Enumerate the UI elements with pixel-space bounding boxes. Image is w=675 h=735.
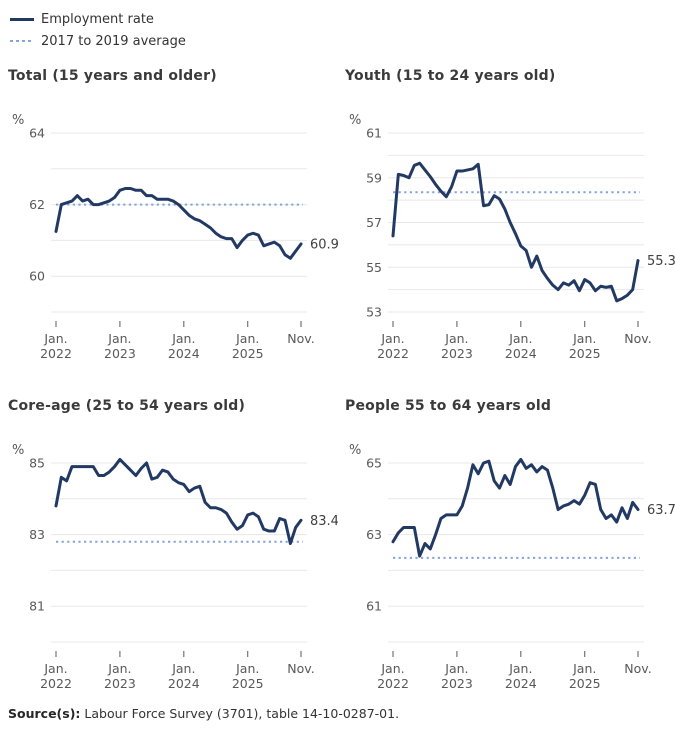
svg-text:64: 64 xyxy=(29,126,45,141)
svg-text:55: 55 xyxy=(366,260,382,275)
svg-text:Jan.: Jan. xyxy=(508,661,532,676)
svg-text:2024: 2024 xyxy=(168,346,200,361)
legend-label: Employment rate xyxy=(41,11,154,27)
svg-text:Nov.: Nov. xyxy=(287,661,314,676)
svg-text:2023: 2023 xyxy=(104,346,136,361)
legend-label: 2017 to 2019 average xyxy=(41,33,186,49)
y-axis-labels: 65 63 61 xyxy=(366,456,382,614)
y-axis-unit-label: % xyxy=(349,113,361,128)
svg-text:Jan.: Jan. xyxy=(235,331,259,346)
svg-text:Jan.: Jan. xyxy=(235,661,259,676)
svg-text:2022: 2022 xyxy=(377,676,409,691)
svg-text:Jan.: Jan. xyxy=(508,331,532,346)
chart-youth-employment-rate: %6159575553Jan.2022Jan.2023Jan.2024Jan.2… xyxy=(349,113,675,361)
panel-title-total: Total (15 years and older) xyxy=(8,68,217,84)
svg-text:59: 59 xyxy=(366,170,382,185)
svg-text:2023: 2023 xyxy=(441,676,473,691)
svg-text:2022: 2022 xyxy=(377,346,409,361)
gridlines xyxy=(51,132,307,313)
svg-text:65: 65 xyxy=(366,456,382,471)
legend-item-employment-rate: Employment rate xyxy=(10,8,186,30)
chart-core-age-employment-rate: %858381Jan.2022Jan.2023Jan.2024Jan.2025N… xyxy=(12,443,338,691)
y-axis-labels: 64 62 60 xyxy=(29,126,45,284)
source-text: Labour Force Survey (3701), table 14-10-… xyxy=(80,706,400,721)
legend-item-average: 2017 to 2019 average xyxy=(10,30,186,52)
svg-text:Jan.: Jan. xyxy=(107,661,131,676)
svg-text:63: 63 xyxy=(366,527,382,542)
latest-value-label: 55.3 xyxy=(647,254,675,269)
svg-text:2023: 2023 xyxy=(104,676,136,691)
svg-text:Jan.: Jan. xyxy=(444,331,468,346)
employment-rate-line-swatch xyxy=(10,17,34,21)
svg-text:53: 53 xyxy=(366,305,382,320)
svg-text:62: 62 xyxy=(29,197,45,212)
svg-text:2024: 2024 xyxy=(505,676,537,691)
svg-text:Jan.: Jan. xyxy=(171,331,195,346)
svg-text:61: 61 xyxy=(366,126,382,141)
panel-core-age: Core-age (25 to 54 years old) % 85 83 81 Jan… xyxy=(0,392,338,722)
y-axis-unit-label: % xyxy=(349,443,361,458)
gridlines xyxy=(51,462,307,643)
svg-text:Jan.: Jan. xyxy=(380,661,404,676)
svg-text:83: 83 xyxy=(29,527,45,542)
chart-55-64-employment-rate: %656361Jan.2022Jan.2023Jan.2024Jan.2025N… xyxy=(349,443,675,691)
latest-value-label: 63.7 xyxy=(647,503,675,518)
gridlines xyxy=(388,462,644,643)
panel-title-55-64: People 55 to 64 years old xyxy=(345,398,552,414)
svg-text:Nov.: Nov. xyxy=(287,331,314,346)
svg-text:85: 85 xyxy=(29,456,45,471)
svg-text:2024: 2024 xyxy=(505,346,537,361)
employment-rate-line xyxy=(391,457,640,558)
y-axis-labels: 85 83 81 xyxy=(29,456,45,614)
latest-value-label: 83.4 xyxy=(310,514,338,529)
y-axis-unit-label: % xyxy=(12,113,24,128)
svg-text:Jan.: Jan. xyxy=(43,661,67,676)
svg-text:Jan.: Jan. xyxy=(107,331,131,346)
svg-text:2025: 2025 xyxy=(232,346,264,361)
panel-total: Total (15 years and older) % 64 62 60 Jan. 20… xyxy=(0,62,338,392)
svg-text:2025: 2025 xyxy=(569,346,601,361)
average-line-swatch xyxy=(10,40,34,42)
svg-text:60: 60 xyxy=(29,269,45,284)
employment-rate-line xyxy=(54,457,303,546)
legend: Employment rate 2017 to 2019 average xyxy=(10,8,186,52)
svg-text:Nov.: Nov. xyxy=(624,331,651,346)
svg-text:Jan.: Jan. xyxy=(43,331,67,346)
employment-rate-line xyxy=(54,186,303,260)
svg-text:Jan.: Jan. xyxy=(572,661,596,676)
svg-text:2023: 2023 xyxy=(441,346,473,361)
svg-text:81: 81 xyxy=(29,599,45,614)
latest-value-label: 60.9 xyxy=(310,237,338,252)
gridlines xyxy=(388,132,644,313)
svg-text:57: 57 xyxy=(366,215,382,230)
y-axis-unit-label: % xyxy=(12,443,24,458)
panel-title-youth: Youth (15 to 24 years old) xyxy=(345,68,556,84)
svg-text:2022: 2022 xyxy=(40,676,72,691)
svg-text:2025: 2025 xyxy=(232,676,264,691)
panel-title-core-age: Core-age (25 to 54 years old) xyxy=(8,398,246,414)
svg-text:2025: 2025 xyxy=(569,676,601,691)
svg-text:Nov.: Nov. xyxy=(624,661,651,676)
svg-text:Jan.: Jan. xyxy=(572,331,596,346)
y-axis-labels: 61 59 57 55 53 xyxy=(366,126,382,320)
panel-youth: Youth (15 to 24 years old) % 61 59 57 55 53 Ja… xyxy=(337,62,675,392)
svg-text:2022: 2022 xyxy=(40,346,72,361)
source-prefix: Source(s): xyxy=(8,706,81,721)
svg-text:Jan.: Jan. xyxy=(444,661,468,676)
svg-text:61: 61 xyxy=(366,599,382,614)
svg-text:Jan.: Jan. xyxy=(171,661,195,676)
chart-total-employment-rate: %646260Jan.2022Jan.2023Jan.2024Jan.2025N… xyxy=(12,113,338,361)
svg-text:2024: 2024 xyxy=(168,676,200,691)
panel-55-64: People 55 to 64 years old % 65 63 61 Jan. 202… xyxy=(337,392,675,722)
source-note: Source(s): Labour Force Survey (3701), t… xyxy=(8,706,399,721)
employment-rate-line xyxy=(391,161,640,303)
svg-text:Jan.: Jan. xyxy=(380,331,404,346)
